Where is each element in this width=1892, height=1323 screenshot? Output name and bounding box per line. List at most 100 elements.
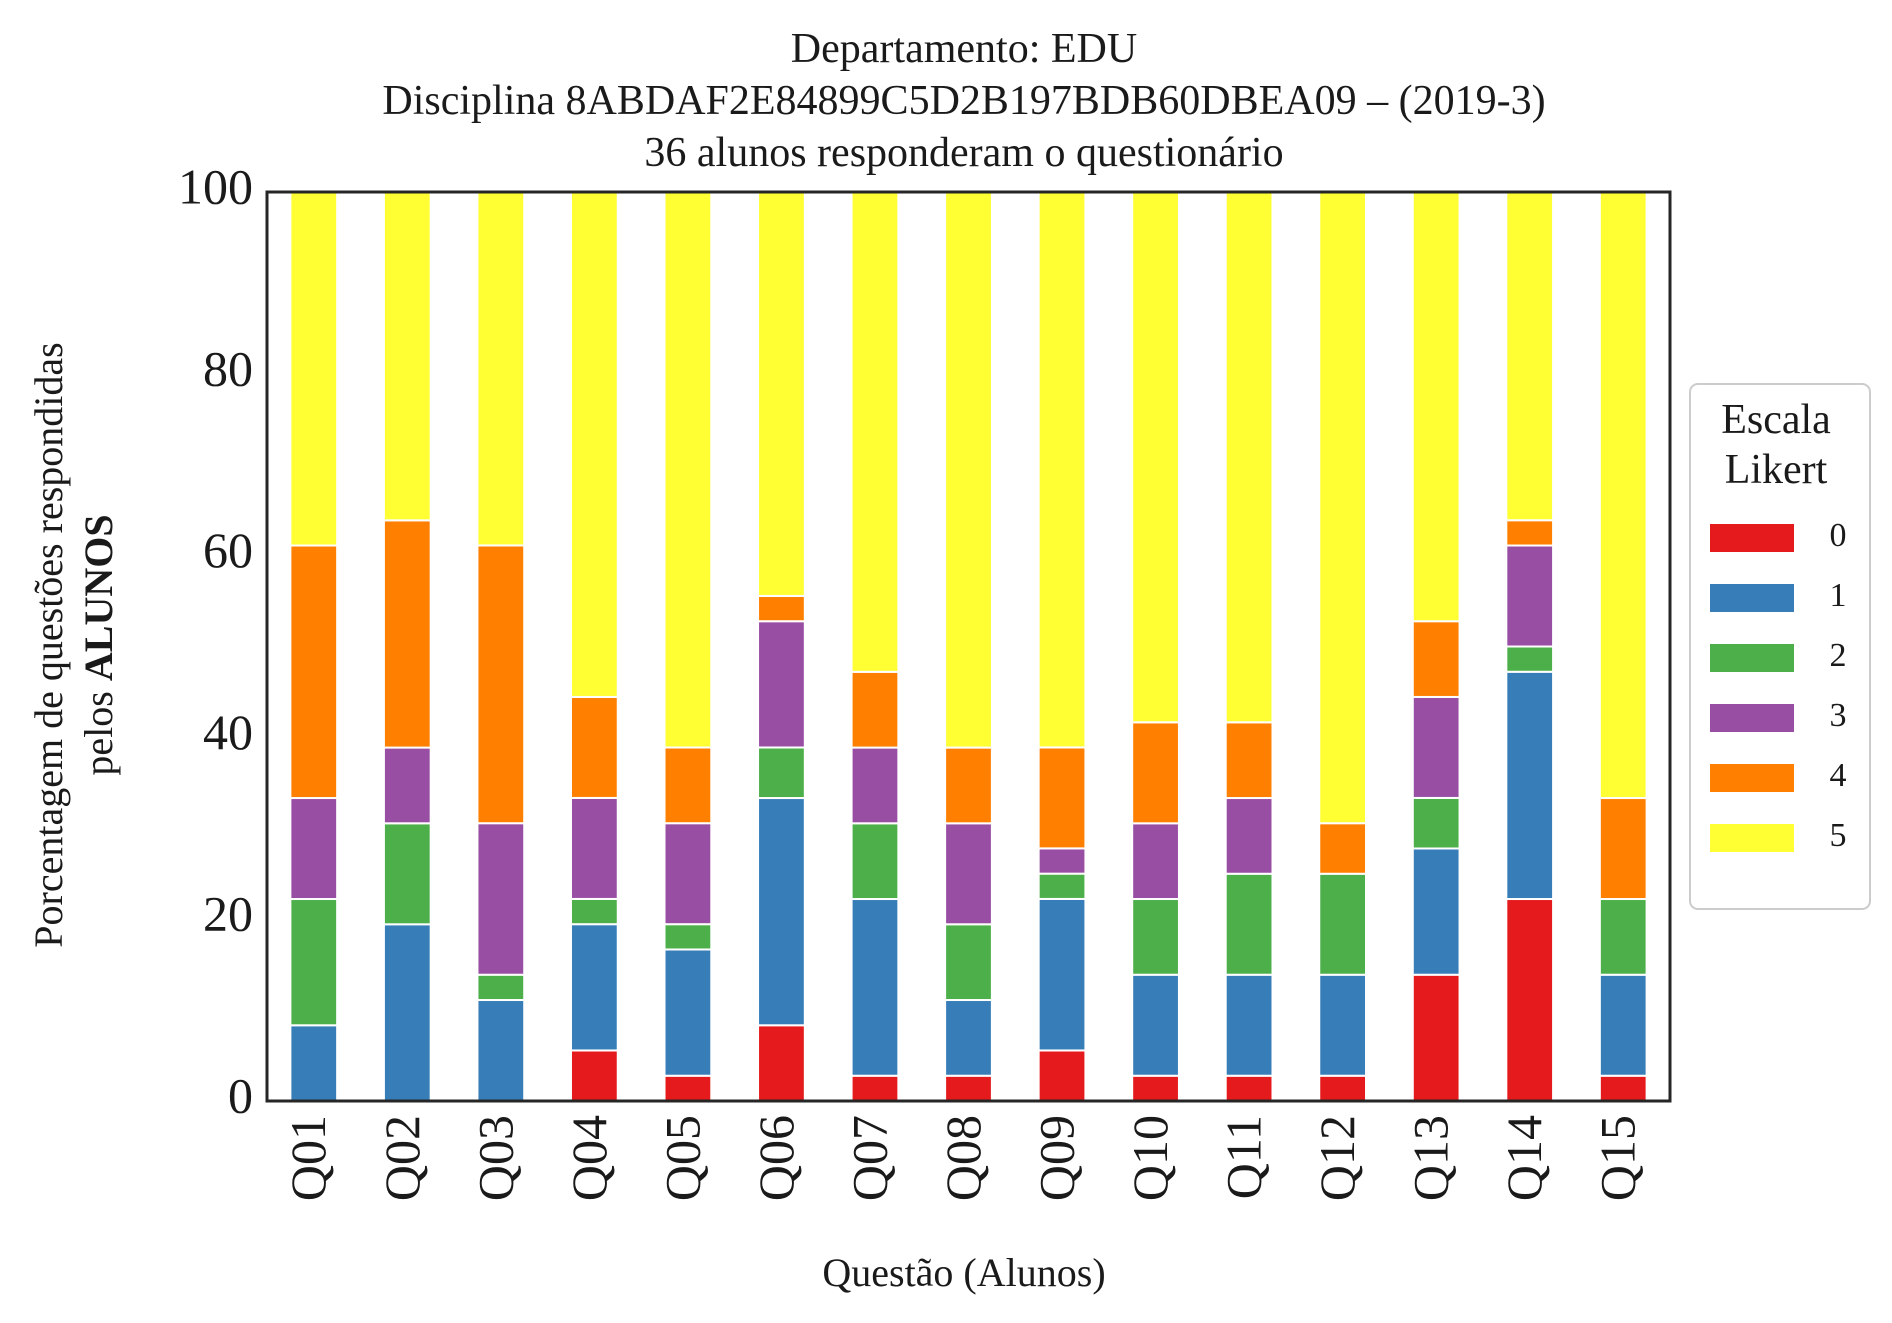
bar-segment-q02-likert-4 [382,519,432,749]
bar-segment-q11-likert-4 [1224,721,1274,800]
x-tick-label-q05: Q05 [654,1115,710,1201]
bar-segment-q01-likert-2 [289,898,339,1027]
x-tick-label-q12: Q12 [1309,1115,1365,1201]
bar-segment-q09-likert-3 [1037,847,1087,875]
x-axis-ticks: Q01 Q02 Q03 Q04 Q05 Q06 Q07 Q08 Q09 Q10 Q11 Q12 Q13 Q… [280,1115,1645,1201]
y-tick-label: 40 [203,704,253,760]
bar-segment-q07-likert-5 [850,191,900,673]
chart-title-line-2: Disciplina 8ABDAF2E84899C5D2B197BDB60DBE… [382,78,1545,124]
bar-segment-q11-likert-2 [1224,872,1274,976]
bar-segment-q03-likert-1 [476,999,526,1102]
legend-label-0: 0 [1830,517,1847,554]
bar-segment-q06-likert-4 [757,594,806,623]
bar-segment-q04-likert-0 [569,1049,619,1102]
y-tick-label: 20 [203,886,253,942]
bar-segment-q05-likert-4 [663,746,713,825]
x-tick-label-q06: Q06 [748,1115,804,1201]
x-tick-label-q14: Q14 [1496,1115,1552,1201]
bar-segment-q13-likert-3 [1411,695,1461,799]
bar-segment-q12-likert-4 [1318,822,1368,875]
bar-segment-q03-likert-4 [476,544,526,825]
bar-segment-q15-likert-5 [1598,191,1648,800]
x-tick-label-q02: Q02 [374,1115,430,1201]
bar-segment-q13-likert-0 [1411,973,1461,1103]
bar-segment-q15-likert-1 [1598,973,1648,1077]
legend: Escala Likert 0 1 2 3 4 5 [1689,383,1871,910]
bar-segment-q05-likert-3 [663,822,713,926]
bar-segment-q08-likert-0 [944,1074,993,1103]
chart-title-line-3: 36 alunos responderam o questionário [644,130,1283,176]
legend-label-4: 4 [1830,757,1847,794]
y-tick-label: 0 [228,1067,253,1123]
bar-segment-q11-likert-5 [1224,191,1274,724]
bar-segment-q05-likert-1 [663,948,713,1077]
bar-segment-q04-likert-1 [569,923,619,1052]
bar-segment-q09-likert-1 [1037,897,1087,1052]
y-axis-label-prefix: pelos [76,681,121,775]
bar-segment-q04-likert-5 [569,190,619,698]
legend-title-line-2: Likert [1725,447,1828,493]
y-axis-label-line-1: Porcentagem de questões respondidas [26,342,71,947]
bar-segment-q11-likert-3 [1224,797,1274,875]
bar-segment-q07-likert-0 [850,1074,900,1103]
bar-segment-q14-likert-1 [1505,670,1555,901]
legend-swatch-5 [1710,824,1794,852]
bar-segment-q03-likert-3 [476,822,526,976]
bar-segment-q09-likert-5 [1037,190,1087,749]
legend-label-2: 2 [1830,637,1847,674]
bar-segment-q08-likert-2 [944,923,993,1002]
x-tick-label-q11: Q11 [1216,1115,1272,1199]
x-tick-label-q07: Q07 [841,1115,897,1201]
bar-segment-q03-likert-2 [476,973,526,1002]
bar-segment-q04-likert-4 [569,695,619,799]
y-axis-label-bold: ALUNOS [76,514,121,681]
chart-title: Departamento: EDU Disciplina 8ABDAF2E848… [382,26,1545,176]
bar-segment-q14-likert-4 [1505,519,1555,547]
bar-segment-q06-likert-0 [757,1024,806,1102]
bar-segment-q04-likert-3 [569,796,619,900]
bar-segment-q08-likert-5 [944,191,993,749]
bar-segment-q15-likert-2 [1598,898,1648,976]
x-tick-label-q15: Q15 [1590,1115,1646,1201]
bar-segment-q10-likert-4 [1131,721,1180,825]
bar-segment-q12-likert-0 [1318,1074,1368,1103]
legend-swatch-3 [1710,704,1794,732]
bar-segment-q13-likert-1 [1411,847,1461,976]
bar-segment-q10-likert-0 [1131,1074,1180,1103]
bar-segment-q06-likert-3 [757,620,806,749]
legend-label-1: 1 [1830,577,1847,614]
bar-segment-q14-likert-2 [1505,645,1555,673]
bar-segment-q02-likert-2 [382,822,432,926]
x-tick-label-q08: Q08 [935,1115,991,1201]
x-tick-label-q13: Q13 [1403,1115,1459,1201]
bars-group [289,190,1648,1103]
bar-segment-q12-likert-1 [1318,973,1368,1077]
legend-swatch-2 [1710,644,1794,672]
legend-label-5: 5 [1830,817,1847,854]
bar-segment-q01-likert-4 [289,544,339,800]
bar-segment-q01-likert-5 [289,191,339,547]
legend-swatch-0 [1710,524,1794,552]
bar-segment-q06-likert-2 [757,746,806,800]
bar-segment-q11-likert-1 [1224,973,1274,1077]
bar-segment-q09-likert-0 [1037,1049,1087,1102]
y-tick-label: 80 [203,340,253,396]
bar-segment-q15-likert-0 [1598,1074,1648,1103]
bar-segment-q08-likert-3 [944,822,993,926]
x-tick-label-q04: Q04 [561,1115,617,1201]
x-tick-label-q10: Q10 [1122,1115,1178,1201]
bar-segment-q12-likert-5 [1318,191,1368,825]
bar-segment-q10-likert-5 [1131,191,1180,724]
y-axis-ticks: 0 20 40 60 80 100 [178,158,253,1123]
bar-segment-q08-likert-1 [944,999,993,1077]
bar-segment-q07-likert-3 [850,746,900,825]
legend-label-3: 3 [1830,697,1847,734]
bar-segment-q06-likert-1 [757,797,806,1027]
bar-segment-q06-likert-5 [757,191,806,597]
y-tick-label: 100 [178,158,253,214]
plot-area-frame [265,190,1672,1103]
bar-segment-q13-likert-5 [1411,191,1461,623]
bar-segment-q14-likert-3 [1505,544,1555,648]
bar-segment-q05-likert-2 [663,923,713,951]
bar-segment-q02-likert-3 [382,746,432,825]
